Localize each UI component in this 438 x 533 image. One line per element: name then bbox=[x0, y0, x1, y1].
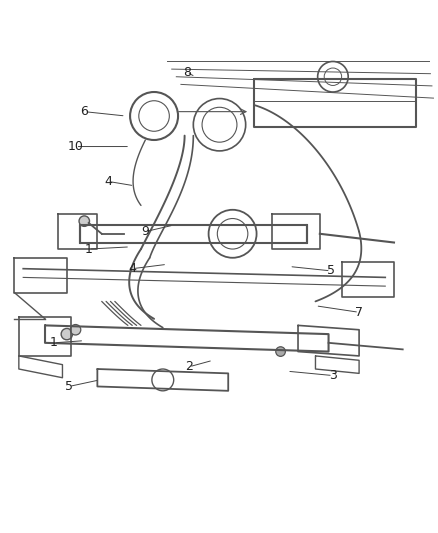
Circle shape bbox=[61, 328, 72, 340]
Text: 4: 4 bbox=[128, 262, 136, 275]
Text: 6: 6 bbox=[80, 105, 88, 118]
Text: 4: 4 bbox=[104, 175, 112, 188]
Text: 9: 9 bbox=[141, 225, 149, 238]
Text: 1: 1 bbox=[49, 336, 57, 349]
Text: 8: 8 bbox=[182, 66, 191, 79]
Text: 7: 7 bbox=[354, 306, 362, 319]
Text: 10: 10 bbox=[67, 140, 83, 153]
Text: 1: 1 bbox=[85, 243, 92, 255]
Text: 3: 3 bbox=[328, 369, 336, 382]
Circle shape bbox=[70, 325, 81, 335]
Text: 5: 5 bbox=[326, 264, 334, 277]
Circle shape bbox=[79, 216, 89, 227]
Text: 5: 5 bbox=[65, 380, 73, 393]
Text: 2: 2 bbox=[184, 360, 192, 373]
Circle shape bbox=[275, 347, 285, 357]
